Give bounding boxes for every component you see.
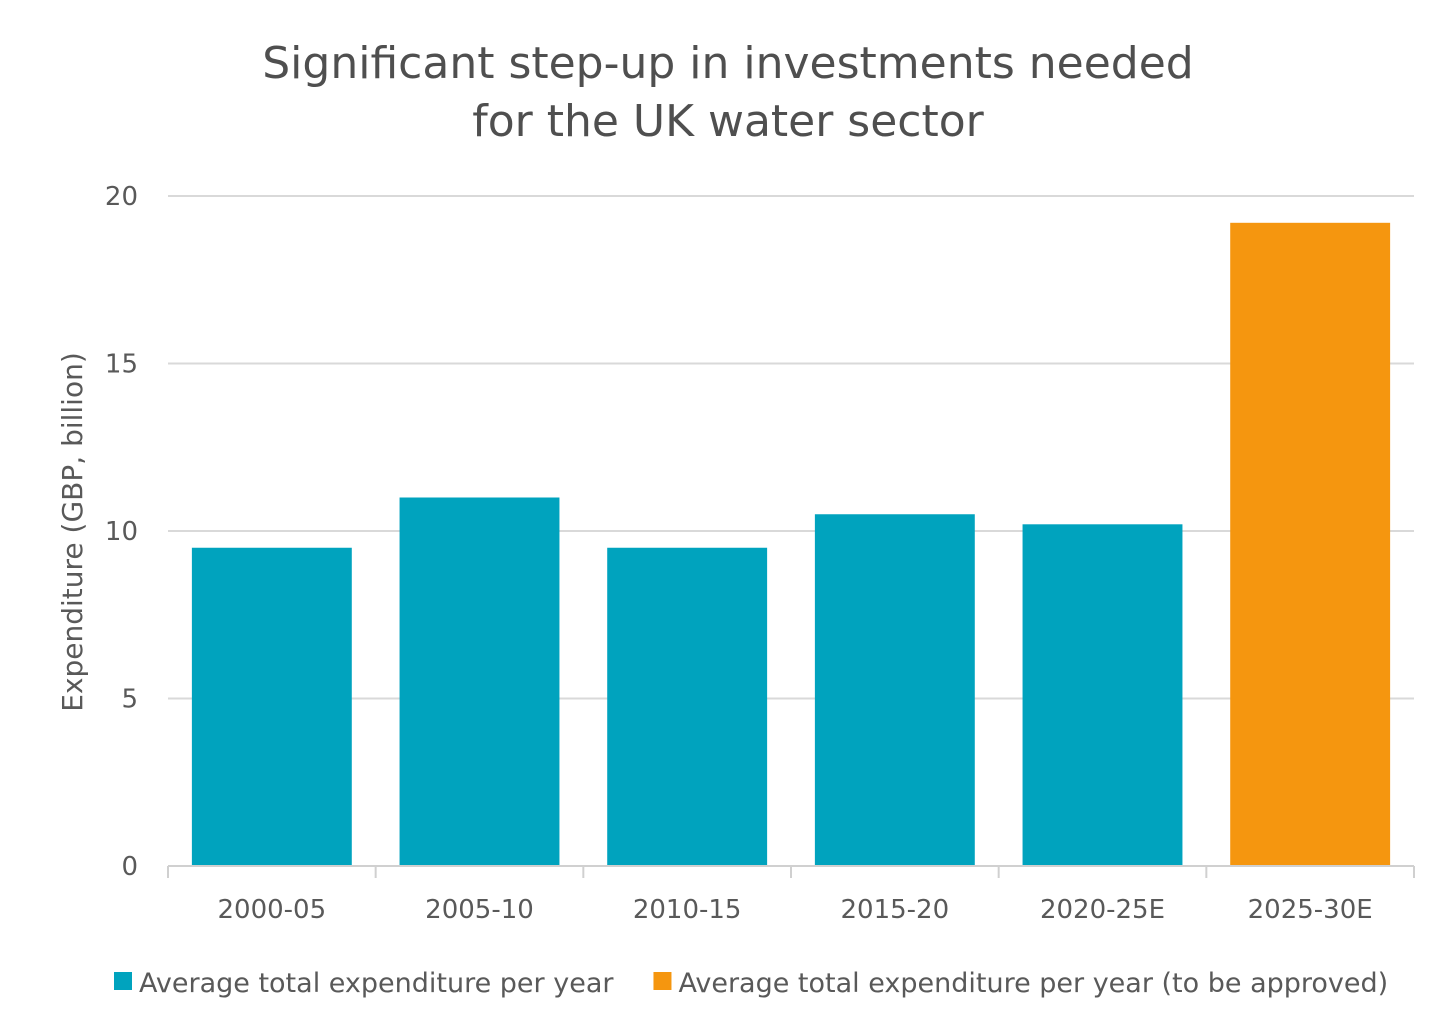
x-axis: 2000-05 2005-10 2010-15 2015-20 2020-25E 2025… bbox=[167, 865, 1415, 925]
bar-2005-10 bbox=[399, 497, 560, 866]
legend-label: Average total expenditure per year (to b… bbox=[678, 968, 1388, 999]
legend: Average total expenditure per year Averag… bbox=[114, 968, 1388, 999]
bar-2025-30E bbox=[1230, 222, 1391, 867]
bar-2010-15 bbox=[607, 547, 768, 866]
legend-swatch bbox=[653, 972, 672, 990]
y-tick-label: 15 bbox=[105, 350, 138, 380]
x-tick-label: 2025-30E bbox=[1248, 895, 1373, 925]
y-tick-label: 5 bbox=[121, 685, 138, 715]
y-axis-title: Expenditure (GBP, billion) bbox=[56, 352, 89, 712]
y-tick-label: 10 bbox=[105, 517, 138, 547]
legend-item: Average total expenditure per year (to b… bbox=[653, 968, 1388, 999]
legend-swatch bbox=[114, 972, 132, 990]
legend-item: Average total expenditure per year bbox=[114, 968, 614, 999]
x-tick-label: 2010-15 bbox=[633, 895, 742, 925]
x-tick-label: 2000-05 bbox=[218, 895, 327, 925]
x-tick-label: 2020-25E bbox=[1040, 895, 1165, 925]
chart-title-line-2: for the UK water sector bbox=[472, 96, 984, 147]
bar-2000-05 bbox=[191, 547, 352, 866]
x-tick-label: 2015-20 bbox=[841, 895, 950, 925]
y-axis-ticks: 0 5 10 15 20 bbox=[105, 182, 138, 882]
legend-label: Average total expenditure per year bbox=[139, 968, 614, 999]
chart-title: Significant step-up in investments neede… bbox=[262, 38, 1193, 147]
y-tick-label: 0 bbox=[121, 852, 138, 882]
bar-2020-25E bbox=[1022, 524, 1183, 866]
gridlines bbox=[168, 195, 1414, 700]
bars bbox=[191, 222, 1391, 867]
y-tick-label: 20 bbox=[105, 182, 138, 212]
chart-title-line-1: Significant step-up in investments neede… bbox=[262, 38, 1193, 89]
bar-2015-20 bbox=[814, 514, 975, 866]
x-tick-label: 2005-10 bbox=[425, 895, 534, 925]
